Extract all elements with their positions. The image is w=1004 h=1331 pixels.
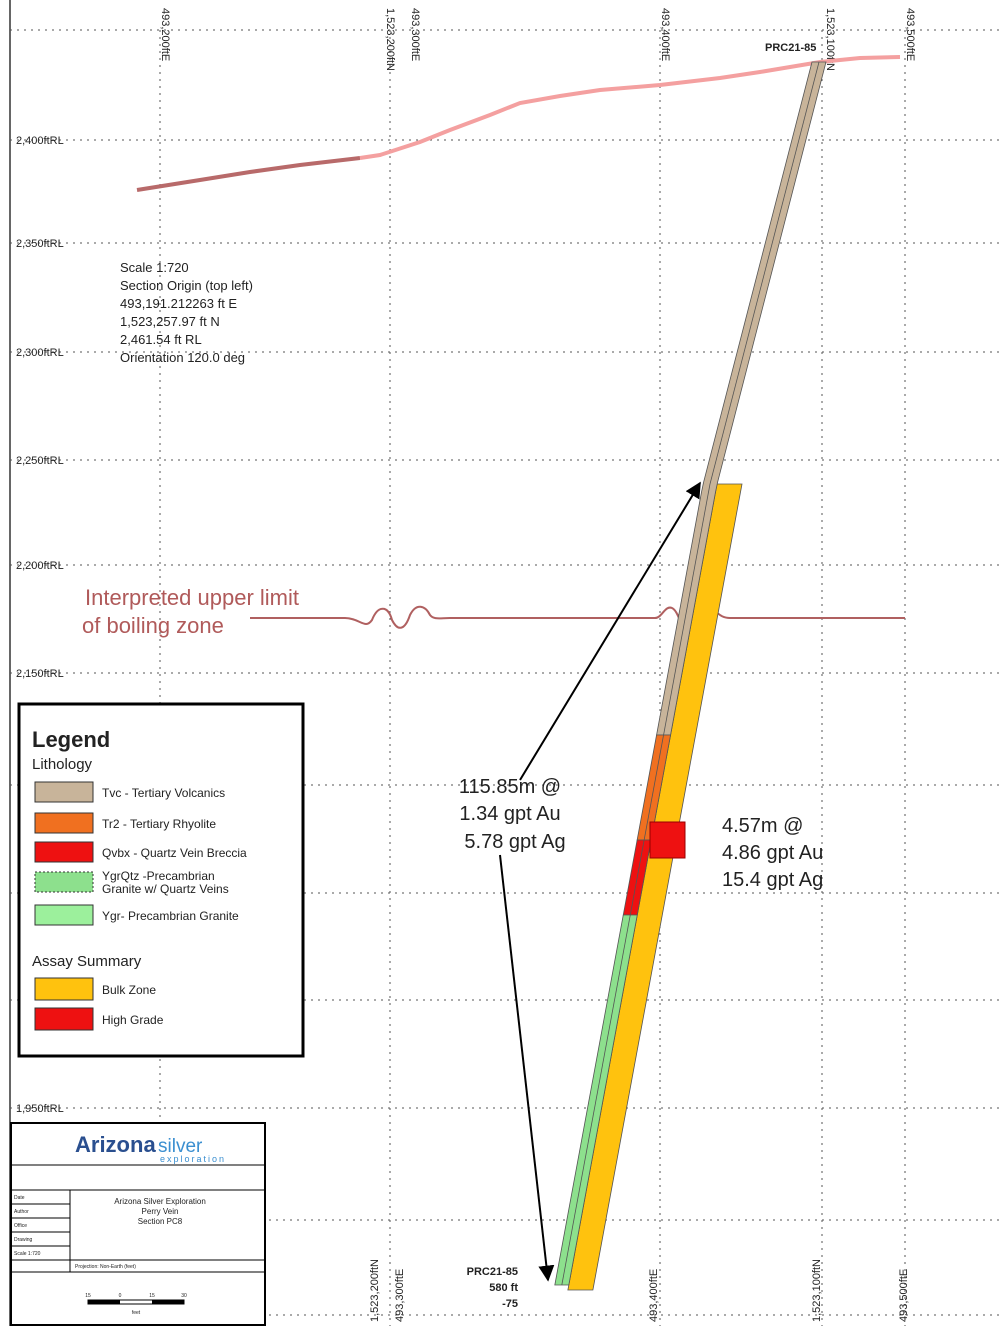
grid-label: 2,350ftRL <box>16 238 64 250</box>
legend-label: Tvc - Tertiary Volcanics <box>102 786 225 800</box>
arrow <box>499 854 555 1282</box>
legend-swatch <box>34 977 94 1001</box>
annotation: 115.85m @ <box>459 776 561 798</box>
hole-trace <box>709 61 820 485</box>
legend-label: YgrQtz -Precambrian <box>102 869 215 883</box>
legend-swatch <box>34 781 94 803</box>
hole-dip: -75 <box>502 1298 518 1310</box>
legend-label: Ygr- Precambrian Granite <box>102 909 239 923</box>
grid-label: 2,200ftRL <box>16 560 64 572</box>
title-frame <box>10 1122 266 1326</box>
legend-swatch <box>34 871 94 893</box>
project: Section PC8 <box>138 1217 183 1226</box>
annotation: 1.34 gpt Au <box>459 803 560 825</box>
scale-label: 15 <box>149 1293 155 1299</box>
arrow <box>519 481 701 781</box>
annotation: of boiling zone <box>82 613 224 638</box>
section-info-line: Scale 1:720 <box>120 260 189 275</box>
annotation: 5.78 gpt Ag <box>464 831 565 853</box>
grid-label: 493,400ftE <box>659 8 671 61</box>
section-info-line: 493,191.212263 ft E <box>120 296 237 311</box>
section-info-line: Section Origin (top left) <box>120 278 253 293</box>
grid-label: 493,300ftE <box>394 1269 406 1322</box>
grid-label: 493,200ftE <box>159 8 171 61</box>
grid-label: 2,150ftRL <box>16 668 64 680</box>
legend-label: High Grade <box>102 1013 164 1027</box>
legend-heading: Lithology <box>32 756 93 773</box>
legend-items: Tvc - Tertiary Volcanics Tr2 - Tertiary R… <box>34 781 247 1031</box>
legend-title: Legend <box>32 727 110 752</box>
field-label: Drawing <box>14 1237 33 1243</box>
legend-heading: Assay Summary <box>32 953 142 970</box>
hole-label: PRC21-85 <box>765 42 816 54</box>
scale-bar <box>152 1300 184 1304</box>
grid-label: 493,400ftE <box>648 1269 660 1322</box>
scale-label: 15 <box>85 1293 91 1299</box>
legend-swatch <box>34 1007 94 1031</box>
section-info: Scale 1:720 Section Origin (top left) 493,… <box>120 260 253 365</box>
grid-label: 1,523,100ftN <box>824 8 836 71</box>
grid: 493,200ftE 1,523,200ftN 493,300ftE 493,400f… <box>10 8 1004 1326</box>
grid-label: 2,400ftRL <box>16 135 64 147</box>
scale-unit: feet <box>132 1310 141 1316</box>
legend-swatch <box>34 841 94 863</box>
boiling-zone-line <box>250 605 905 630</box>
grid-label: 493,500ftE <box>904 8 916 61</box>
section-info-line: Orientation 120.0 deg <box>120 350 245 365</box>
annotation: 4.57m @ <box>722 815 803 837</box>
scale-label: 0 <box>119 1293 122 1299</box>
high-grade-box <box>649 821 686 859</box>
legend-label: Granite w/ Quartz Veins <box>102 882 229 896</box>
field-label: Date <box>14 1195 25 1201</box>
section-info-line: 1,523,257.97 ft N <box>120 314 220 329</box>
hole-label: PRC21-85 <box>467 1266 518 1278</box>
grid-label: 1,523,200ftN <box>384 8 396 71</box>
hole-trace <box>561 483 711 1286</box>
grid-label: 2,250ftRL <box>16 455 64 467</box>
title-block: Arizona silver exploration Arizona Silve… <box>10 1122 266 1326</box>
legend-label: Bulk Zone <box>102 983 156 997</box>
annotation: 4.86 gpt Au <box>722 842 823 864</box>
grid-label: 1,523,100ftN <box>811 1259 823 1322</box>
legend-swatch <box>34 812 94 834</box>
project: Perry Vein <box>142 1207 179 1216</box>
grid-label: 1,950ftRL <box>16 1103 64 1115</box>
grid-label: 493,300ftE <box>409 8 421 61</box>
field-label: Author <box>14 1209 29 1215</box>
grid-label: 1,523,200ftN <box>369 1259 381 1322</box>
legend-label: Tr2 - Tertiary Rhyolite <box>102 817 216 831</box>
logo: Arizona <box>75 1132 156 1157</box>
logo: exploration <box>160 1154 226 1164</box>
topography-surveyed <box>136 156 361 192</box>
field-label: Office <box>14 1223 27 1229</box>
field-label: Scale 1:720 <box>14 1251 41 1257</box>
logo: silver <box>158 1136 203 1157</box>
projection: Projection: Non-Earth (feet) <box>75 1264 136 1270</box>
drill-hole <box>554 61 827 1291</box>
legend-label: Qvbx - Quartz Vein Breccia <box>102 846 247 860</box>
grid-label: 493,500ftE <box>898 1269 910 1322</box>
hole-depth: 580 ft <box>489 1282 518 1294</box>
annotation: 15.4 gpt Ag <box>722 869 823 891</box>
bulk-zone <box>567 483 743 1291</box>
annotation: Interpreted upper limit <box>85 585 299 610</box>
scale-bar <box>88 1300 120 1304</box>
legend-swatch <box>34 904 94 926</box>
section-info-line: 2,461.54 ft RL <box>120 332 202 347</box>
scale-label: 30 <box>181 1293 187 1299</box>
grid-label: 2,300ftRL <box>16 347 64 359</box>
topography <box>359 55 901 160</box>
project: Arizona Silver Exploration <box>114 1197 206 1206</box>
